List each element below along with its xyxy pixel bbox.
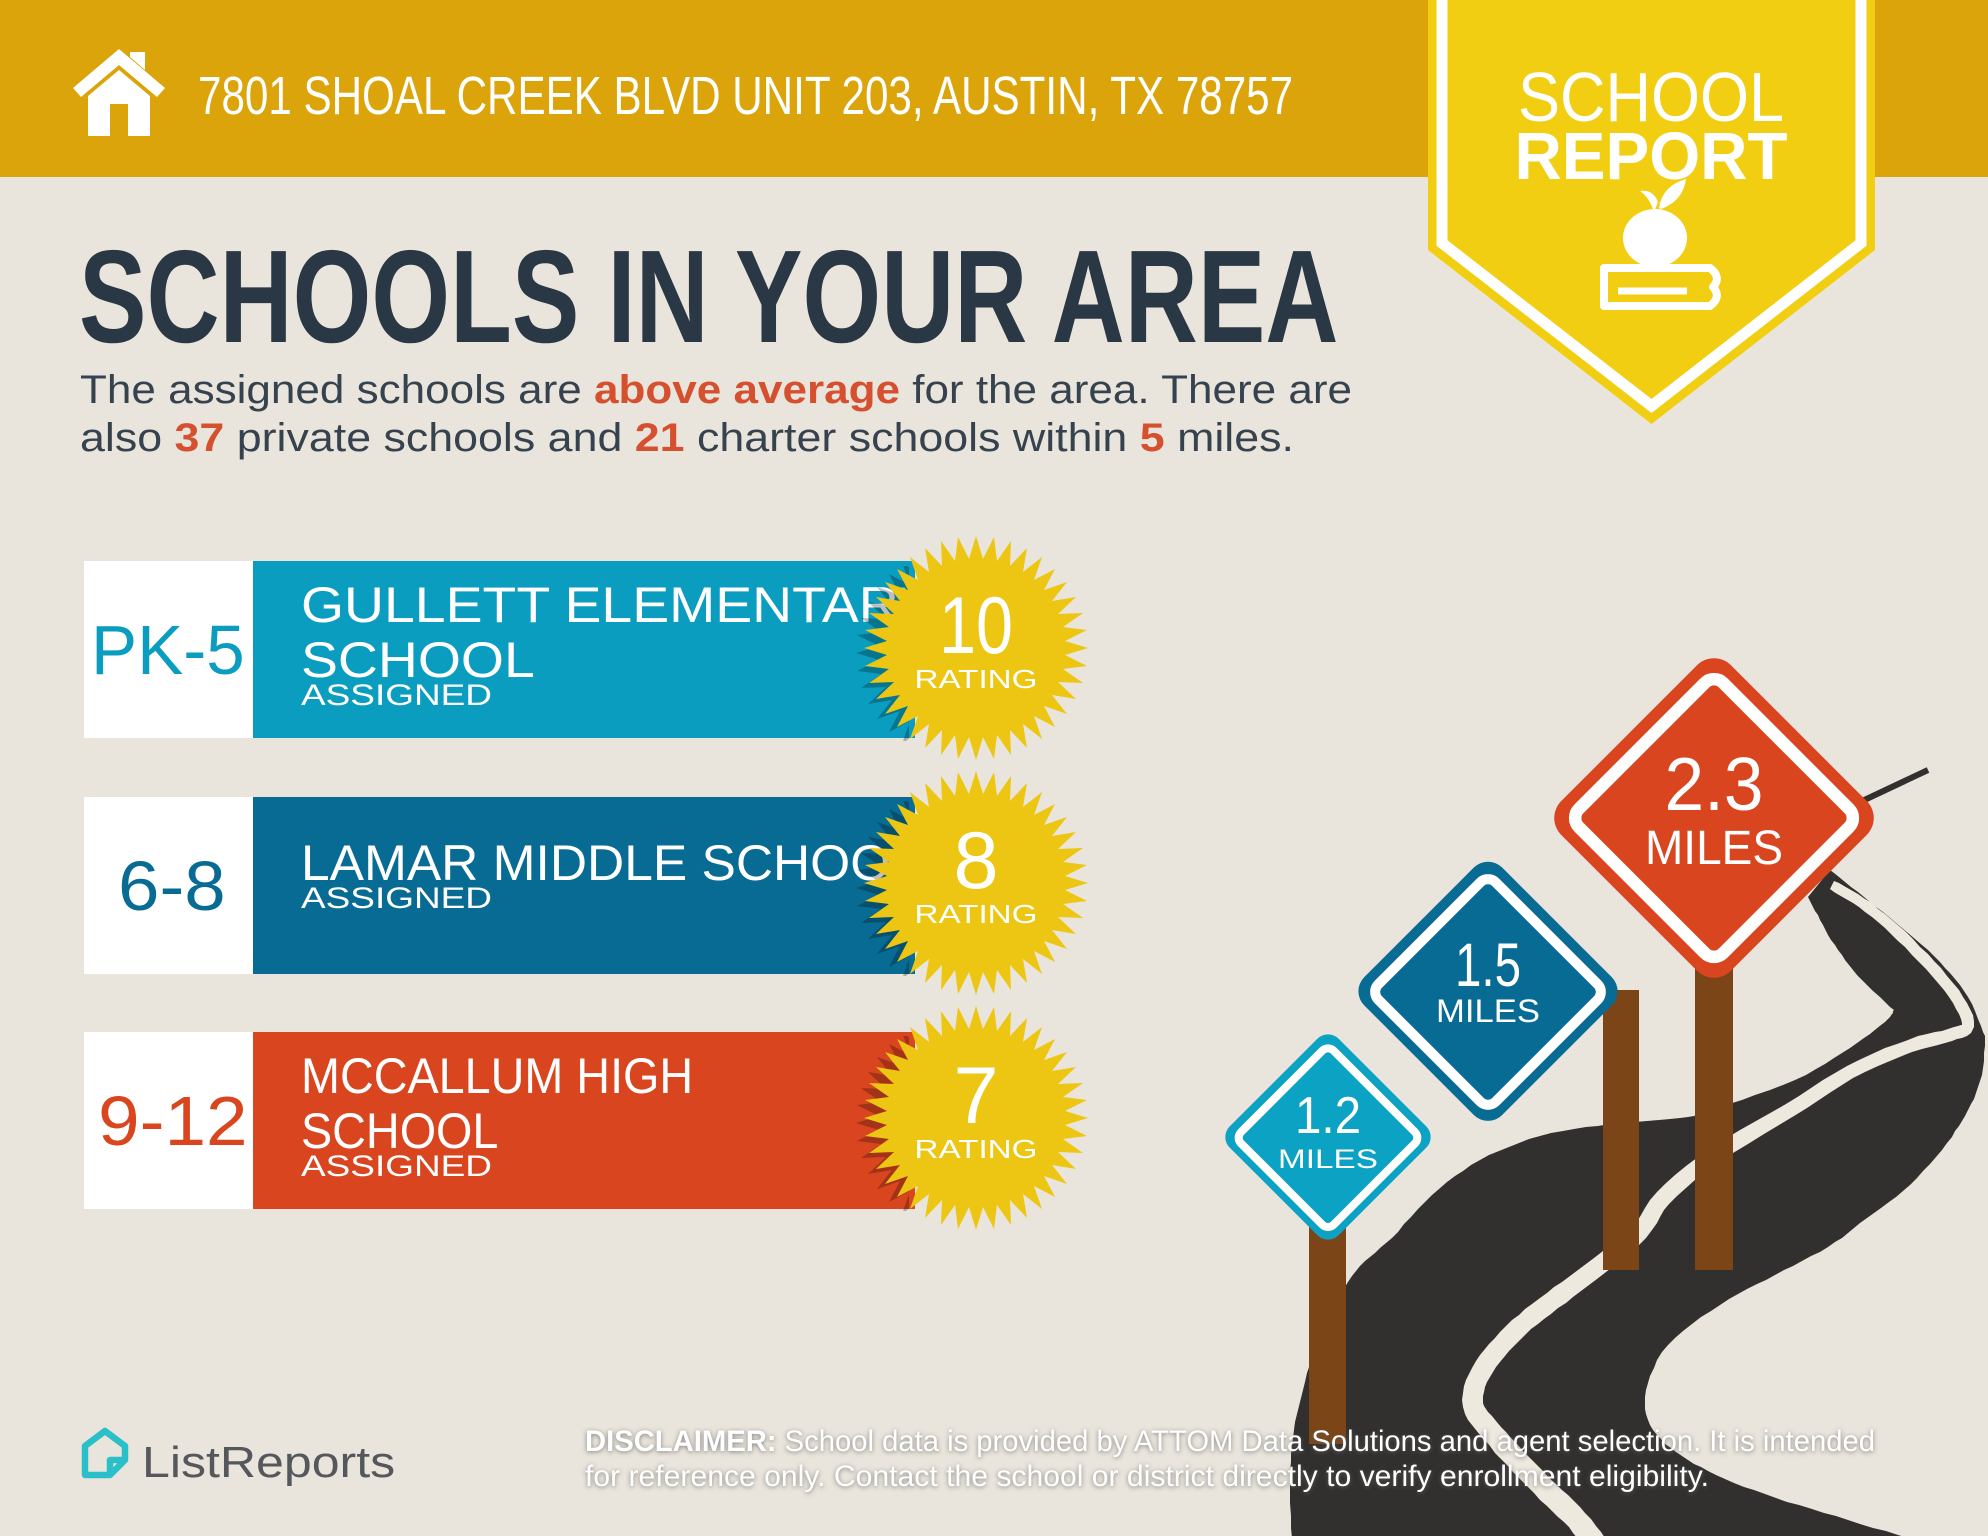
svg-text:1.2: 1.2 [1295, 1087, 1361, 1145]
svg-text:8: 8 [953, 816, 998, 906]
svg-text:10: 10 [939, 581, 1013, 671]
svg-text:MILES: MILES [1645, 822, 1783, 875]
svg-text:1.5: 1.5 [1455, 931, 1521, 999]
svg-text:RATING: RATING [915, 899, 1038, 929]
svg-text:2.3: 2.3 [1665, 742, 1764, 826]
svg-text:RATING: RATING [915, 1134, 1038, 1164]
svg-text:MILES: MILES [1278, 1144, 1378, 1174]
svg-text:7: 7 [953, 1051, 998, 1141]
svg-text:MILES: MILES [1436, 993, 1540, 1029]
svg-text:SCHOOL: SCHOOL [1518, 58, 1784, 136]
svg-text:RATING: RATING [915, 664, 1038, 694]
svg-text:REPORT: REPORT [1515, 119, 1788, 194]
